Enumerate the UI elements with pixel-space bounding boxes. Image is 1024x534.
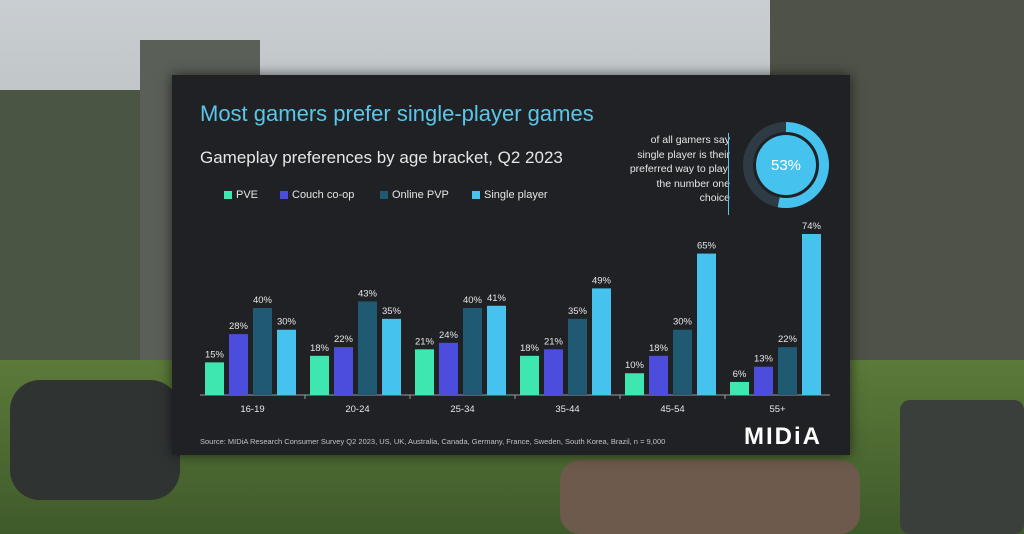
x-tick-label: 45-54 <box>660 404 684 415</box>
bar-couch-co-op-45-54 <box>649 355 668 395</box>
legend-swatch-pve <box>224 191 232 199</box>
bar-online-pvp-55+ <box>778 347 797 395</box>
donut-chart: 53% <box>743 122 829 208</box>
data-label: 10% <box>625 360 645 371</box>
legend-label-single-player: Single player <box>484 189 548 201</box>
vehicle-right <box>900 400 1024 534</box>
bar-couch-co-op-25-34 <box>439 342 458 395</box>
x-tick-label: 55+ <box>769 404 786 415</box>
legend-item-online-pvp: Online PVP <box>380 189 449 201</box>
legend-item-pve: PVE <box>224 189 258 201</box>
data-label: 49% <box>592 275 612 286</box>
legend-item-single-player: Single player <box>472 189 548 201</box>
bar-pve-20-24 <box>310 355 329 395</box>
source-note: Source: MIDiA Research Consumer Survey Q… <box>200 437 666 446</box>
bar-single-player-25-34 <box>487 305 506 395</box>
callout-text: of all gamers say single player is their… <box>588 133 730 206</box>
data-label: 22% <box>334 334 354 345</box>
data-label: 18% <box>310 343 330 354</box>
legend-label-online-pvp: Online PVP <box>392 189 449 201</box>
data-label: 13% <box>754 354 774 365</box>
bar-chart: 15% 28% 40% 30% 16-19 18% 22% 43% 35% 20-24 21% 24%… <box>200 221 830 415</box>
x-tick-label: 16-19 <box>240 404 264 415</box>
bar-pve-35-44 <box>520 355 539 395</box>
data-label: 43% <box>358 288 378 299</box>
donut-value-label: 53% <box>771 157 801 174</box>
x-tick-label: 25-34 <box>450 404 474 415</box>
data-label: 6% <box>733 369 747 380</box>
data-label: 30% <box>673 317 693 328</box>
data-label: 18% <box>649 343 669 354</box>
bar-single-player-35-44 <box>592 288 611 395</box>
bar-online-pvp-25-34 <box>463 307 482 395</box>
legend-swatch-online-pvp <box>380 191 388 199</box>
wrecked-car <box>10 380 180 500</box>
bar-online-pvp-45-54 <box>673 329 692 395</box>
midia-logo: MIDiA <box>744 423 822 450</box>
bar-couch-co-op-55+ <box>754 366 773 395</box>
bar-online-pvp-35-44 <box>568 318 587 395</box>
bar-single-player-55+ <box>802 234 821 395</box>
data-label: 22% <box>778 334 798 345</box>
slide-title: Most gamers prefer single-player games <box>200 101 594 126</box>
presentation-slide: Most gamers prefer single-player games G… <box>172 75 850 455</box>
bar-single-player-45-54 <box>697 253 716 395</box>
data-label: 74% <box>802 221 822 232</box>
x-tick-label: 20-24 <box>345 404 369 415</box>
legend-swatch-single-player <box>472 191 480 199</box>
chart-subtitle: Gameplay preferences by age bracket, Q2 … <box>200 148 563 167</box>
bar-couch-co-op-35-44 <box>544 349 563 395</box>
data-label: 41% <box>487 293 507 304</box>
character-arm <box>560 460 860 534</box>
callout-line-2: single player is their <box>637 148 730 161</box>
data-label: 21% <box>544 336 564 347</box>
bar-pve-45-54 <box>625 373 644 395</box>
callout-line-4: the number one <box>656 177 730 190</box>
callout-line-5: choice <box>699 192 730 204</box>
data-label: 40% <box>253 295 273 306</box>
callout-divider <box>728 133 729 215</box>
legend-swatch-couch-coop <box>280 191 288 199</box>
legend-item-couch-coop: Couch co-op <box>280 189 354 201</box>
donut-center <box>756 135 816 195</box>
data-label: 15% <box>205 349 225 360</box>
callout-line-1: of all gamers say <box>650 134 730 146</box>
donut-arc <box>743 122 829 208</box>
bar-online-pvp-16-19 <box>253 307 272 395</box>
bar-couch-co-op-20-24 <box>334 347 353 395</box>
data-label: 24% <box>439 330 459 341</box>
bar-couch-co-op-16-19 <box>229 334 248 395</box>
data-label: 35% <box>568 306 588 317</box>
data-label: 21% <box>415 336 435 347</box>
bar-single-player-16-19 <box>277 329 296 395</box>
bar-pve-25-34 <box>415 349 434 395</box>
legend-label-pve: PVE <box>236 189 259 201</box>
data-label: 30% <box>277 317 297 328</box>
data-label: 40% <box>463 295 483 306</box>
legend-label-couch-coop: Couch co-op <box>292 189 355 201</box>
data-label: 65% <box>697 241 717 252</box>
data-label: 28% <box>229 321 249 332</box>
bar-online-pvp-20-24 <box>358 301 377 395</box>
bar-single-player-20-24 <box>382 318 401 395</box>
bar-pve-55+ <box>730 381 749 395</box>
data-label: 18% <box>520 343 540 354</box>
data-label: 35% <box>382 306 402 317</box>
callout-line-3: preferred way to play, <box>629 163 730 175</box>
x-tick-label: 35-44 <box>555 404 579 415</box>
bar-pve-16-19 <box>205 362 224 395</box>
